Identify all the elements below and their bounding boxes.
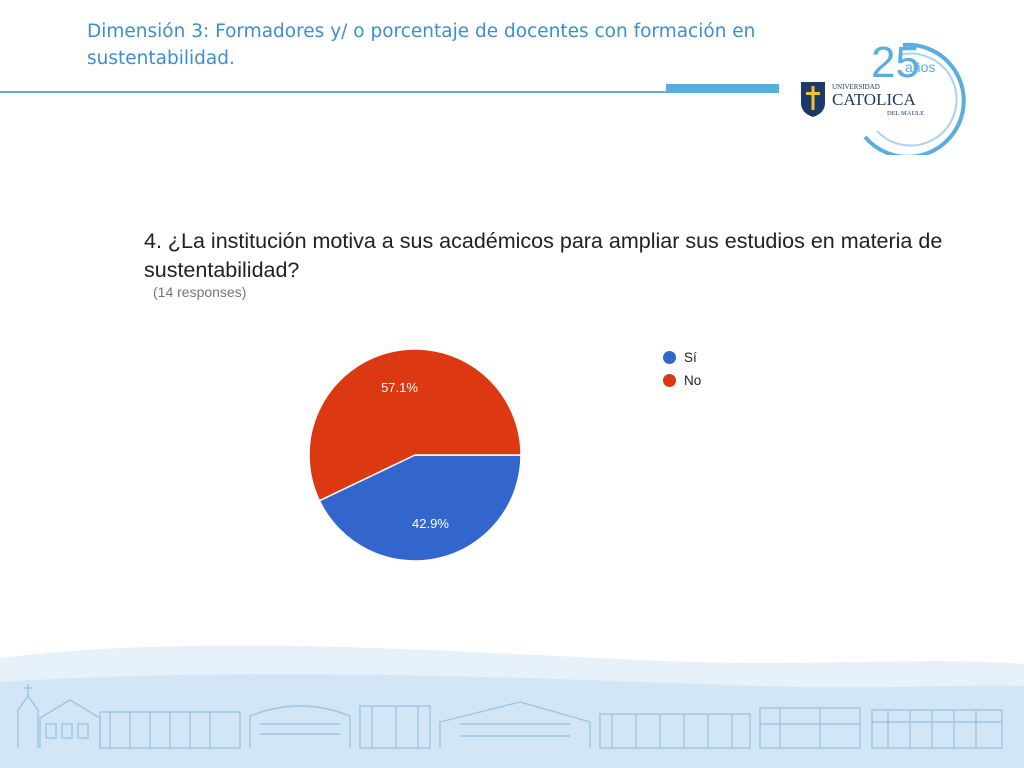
pie-label-no: 57.1% [381,380,418,395]
logo-university-word: UNIVERSIDAD [832,83,880,91]
legend-swatch-si [663,351,676,364]
chart-legend: Sí No [663,346,701,392]
logo-anniversary-word: años [905,59,935,75]
legend-label-no: No [684,373,702,388]
pie-label-si: 42.9% [412,516,449,531]
campus-skyline-illustration [0,645,1024,768]
shield-icon [801,82,825,117]
header-rule-accent [666,84,779,93]
logo-anniversary-number: 25 [871,38,920,87]
university-logo: 25 años UNIVERSIDAD CATOLICA DEL MAULE [801,38,966,155]
legend-swatch-no [663,374,676,387]
slide-title: Dimensión 3: Formadores y/ o porcentaje … [87,21,756,69]
pie-chart: 42.9% 57.1% [308,348,522,562]
header-rule [0,91,666,93]
legend-item-si: Sí [663,346,701,369]
anniversary-ring [863,42,966,155]
logo-region: DEL MAULE [887,110,924,117]
legend-label-si: Sí [684,350,697,365]
pie-slice-si [318,454,522,562]
legend-item-no: No [663,369,701,392]
chart-subtitle: (14 responses) [153,284,247,300]
pie-slice-no [308,348,522,502]
chart-title: 4. ¿La institución motiva a sus académic… [144,229,943,282]
logo-name: CATOLICA [832,90,916,109]
